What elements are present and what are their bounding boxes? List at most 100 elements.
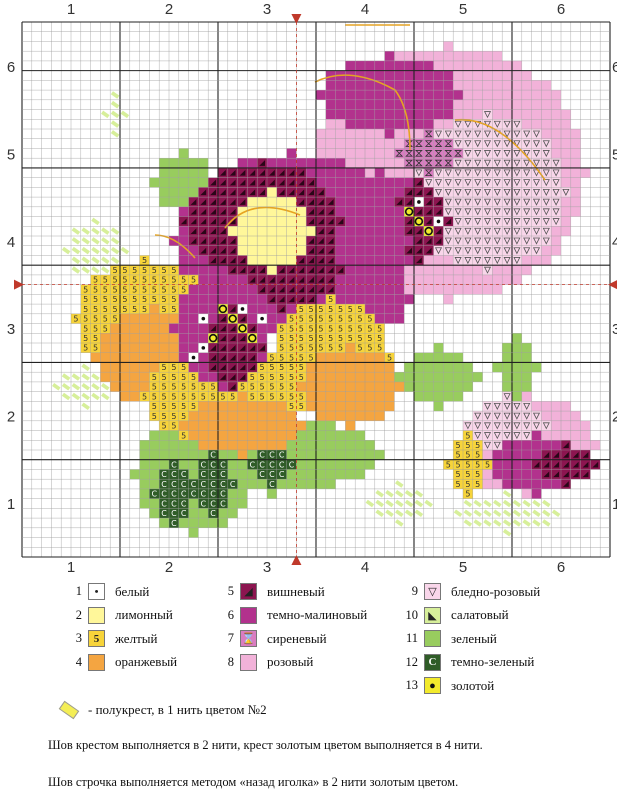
stitch-cell (502, 469, 512, 480)
stitch-cell (345, 148, 356, 159)
stitch-cell (198, 274, 209, 285)
stitch-cell (414, 381, 424, 392)
stitch-cell (80, 343, 91, 353)
cherry-stitch-mark (308, 247, 314, 254)
dark-green-stitch-mark: C (191, 490, 197, 499)
pale-pink-stitch-mark (474, 247, 482, 255)
stitch-cell (169, 391, 179, 402)
stitch-cell (257, 469, 267, 480)
half-stitch (71, 246, 81, 255)
half-stitch (532, 519, 541, 527)
yellow-stitch-mark: 5 (103, 285, 108, 294)
stitch-cell (433, 177, 444, 188)
pale-pink-stitch-mark (474, 412, 482, 420)
cherry-stitch-mark (249, 354, 256, 361)
yellow-stitch-mark: 5 (201, 392, 206, 401)
pale-pink-stitch-mark (464, 159, 472, 167)
cherry-stitch-mark (200, 238, 207, 244)
stitch-cell (482, 109, 493, 120)
stitch-cell (218, 362, 228, 373)
yellow-stitch-mark: 5 (318, 324, 323, 333)
stitch-cell (316, 381, 326, 392)
pale-pink-stitch-mark (542, 218, 550, 226)
stitch-cell (365, 313, 375, 324)
pale-pink-stitch-mark (483, 257, 492, 265)
stitch-cell (355, 450, 365, 460)
cherry-stitch-mark (318, 238, 324, 244)
stitch-cell (178, 518, 189, 528)
stitch-cell (335, 158, 346, 168)
stitch-cell (178, 430, 189, 441)
stitch-cell (531, 440, 542, 450)
stitch-cell (325, 362, 336, 373)
stitch-cell (90, 333, 101, 343)
stitch-cell (218, 255, 228, 266)
stitch-cell (120, 294, 130, 305)
legend-swatch: C (424, 653, 441, 671)
pale-pink-stitch-mark (493, 422, 501, 430)
cherry-stitch-mark (220, 228, 226, 234)
cherry-stitch-mark (220, 335, 226, 341)
stitch-cell (335, 401, 346, 412)
stitch-cell (227, 411, 238, 421)
stitch-cell (502, 148, 512, 159)
pale-pink-stitch-mark (483, 208, 492, 216)
yellow-stitch-mark: 5 (289, 363, 294, 372)
stitch-cell (139, 265, 150, 275)
stitch-cell (463, 70, 473, 81)
stitch-cell (472, 167, 483, 178)
stitch-cell (296, 372, 307, 382)
yellow-stitch-mark: 5 (152, 392, 157, 401)
half-stitch (414, 509, 424, 517)
stitch-cell (335, 138, 346, 149)
yellow-stitch-mark: 5 (162, 266, 167, 275)
stitch-cell (188, 391, 199, 402)
cherry-stitch-mark (229, 354, 236, 361)
stitch-cell (472, 420, 483, 431)
stitch-cell (335, 206, 346, 217)
stitch-cell (551, 90, 561, 100)
stitch-cell (178, 197, 189, 207)
stitch-cell (531, 245, 542, 256)
dark-green-stitch-mark: C (161, 470, 167, 479)
stitch-cell (365, 343, 375, 353)
stitch-cell (188, 450, 199, 460)
pale-pink-stitch-mark (493, 198, 501, 206)
stitch-cell (443, 391, 454, 402)
pale-pink-stitch-mark (503, 188, 511, 196)
stitch-cell (521, 488, 532, 499)
yellow-stitch-mark: 5 (132, 305, 137, 314)
cherry-stitch-mark (259, 267, 265, 273)
stitch-cell (247, 216, 258, 227)
stitch-cell (521, 158, 532, 168)
stitch-cell (178, 469, 189, 480)
cherry-stitch-mark (239, 257, 246, 264)
stitch-cell (325, 411, 336, 421)
stitch-cell (247, 352, 258, 363)
stitch-cell (404, 119, 414, 129)
yellow-stitch-mark: 5 (142, 266, 147, 275)
pale-pink-stitch-mark (542, 422, 550, 430)
stitch-cell (247, 391, 258, 402)
stitch-cell (374, 80, 385, 91)
stitch-cell (335, 323, 346, 334)
cherry-stitch-mark (210, 247, 216, 254)
stitch-cell (512, 430, 522, 441)
stitch-cell (159, 469, 169, 480)
stitch-cell (139, 294, 150, 305)
stitch-cell (570, 459, 581, 470)
cherry-stitch-mark (298, 276, 305, 283)
grid-lines (14, 14, 617, 565)
cherry-stitch-mark (318, 286, 324, 293)
stitch-cell (443, 70, 454, 81)
legend-label: сиреневый (267, 630, 327, 646)
stitch-cell (286, 391, 297, 402)
lilac-stitch-mark (395, 150, 404, 157)
stitch-cell (208, 274, 218, 285)
stitch-cell (159, 323, 169, 334)
stitch-cell (531, 362, 542, 373)
stitch-cell (169, 430, 179, 441)
pale-pink-stitch-mark (513, 227, 521, 235)
stitch-cell (365, 284, 375, 295)
stitch-cell (492, 99, 503, 110)
